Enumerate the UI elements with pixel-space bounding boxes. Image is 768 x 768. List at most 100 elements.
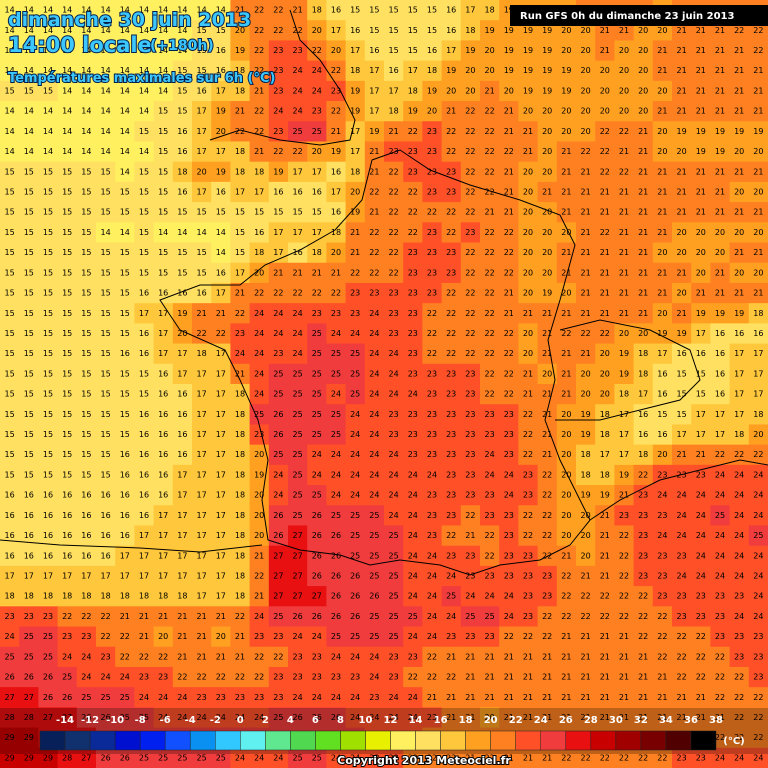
cell-value: 20 bbox=[600, 369, 610, 378]
cell-value: 21 bbox=[734, 248, 744, 257]
cell-value: 19 bbox=[696, 147, 706, 156]
cell-fill bbox=[326, 303, 347, 324]
cell-fill bbox=[652, 343, 673, 365]
cell-fill bbox=[652, 80, 673, 102]
cell-fill bbox=[153, 444, 174, 466]
cell-value: 17 bbox=[216, 592, 226, 601]
cell-value: 26 bbox=[312, 713, 322, 722]
cell-fill bbox=[460, 80, 481, 102]
cell-value: 26 bbox=[312, 551, 322, 560]
cell-value: 25 bbox=[350, 531, 360, 540]
cell-fill bbox=[499, 303, 519, 324]
cell-fill bbox=[57, 101, 78, 122]
cell-value: 17 bbox=[216, 289, 226, 298]
cell-fill bbox=[211, 282, 231, 304]
cell-value: 15 bbox=[43, 208, 53, 217]
cell-fill bbox=[345, 464, 366, 486]
cell-fill bbox=[76, 282, 97, 304]
cell-value: 18 bbox=[177, 592, 187, 601]
cell-value: 14 bbox=[139, 6, 149, 15]
cell-fill bbox=[115, 282, 135, 304]
cell-value: 21 bbox=[427, 693, 437, 702]
cell-fill bbox=[345, 80, 366, 102]
cell-fill bbox=[460, 101, 481, 122]
cell-value: 23 bbox=[408, 167, 418, 176]
swiss-border bbox=[555, 319, 701, 421]
cell-fill bbox=[710, 60, 731, 82]
cell-value: 14 bbox=[5, 147, 15, 156]
cell-fill bbox=[211, 444, 231, 466]
legend-label: 26 bbox=[559, 715, 573, 726]
cell-value: 24 bbox=[273, 107, 283, 116]
cell-fill bbox=[537, 404, 558, 425]
cell-fill bbox=[460, 222, 481, 244]
cell-value: 20 bbox=[696, 228, 706, 237]
cell-value: 24 bbox=[350, 491, 360, 500]
cell-value: 22 bbox=[177, 673, 187, 682]
cell-fill bbox=[326, 646, 347, 668]
cell-fill bbox=[576, 666, 596, 688]
cell-fill bbox=[633, 707, 654, 729]
cell-fill bbox=[556, 606, 577, 628]
cell-fill bbox=[537, 60, 558, 82]
cell-fill bbox=[710, 384, 731, 405]
cell-fill bbox=[576, 343, 596, 365]
cell-fill bbox=[172, 181, 193, 203]
cell-value: 22 bbox=[542, 470, 552, 479]
cell-value: 22 bbox=[408, 208, 418, 217]
cell-value: 21 bbox=[638, 147, 648, 156]
cell-fill bbox=[672, 545, 692, 567]
cell-fill bbox=[0, 747, 20, 768]
cell-value: 18 bbox=[485, 6, 495, 15]
cell-fill bbox=[441, 626, 462, 648]
cell-value: 15 bbox=[81, 228, 91, 237]
cell-fill bbox=[729, 222, 750, 244]
cell-fill bbox=[0, 384, 20, 405]
cell-value: 14 bbox=[5, 127, 15, 136]
cell-value: 24 bbox=[158, 693, 168, 702]
cell-fill bbox=[19, 0, 39, 21]
cell-value: 22 bbox=[465, 167, 475, 176]
cell-fill bbox=[672, 262, 692, 284]
cell-fill bbox=[441, 707, 462, 729]
cell-fill bbox=[19, 222, 39, 244]
cell-fill bbox=[422, 707, 443, 729]
cell-value: 14 bbox=[158, 26, 168, 35]
cell-value: 21 bbox=[657, 289, 667, 298]
cell-value: 23 bbox=[657, 470, 667, 479]
cell-value: 22 bbox=[81, 612, 91, 621]
cell-value: 22 bbox=[446, 753, 456, 762]
cell-fill bbox=[115, 687, 135, 708]
cell-fill bbox=[403, 202, 423, 223]
cell-fill bbox=[76, 545, 97, 567]
cell-value: 14 bbox=[24, 147, 34, 156]
cell-value: 17 bbox=[465, 6, 475, 15]
cell-fill bbox=[403, 343, 423, 365]
cell-value: 17 bbox=[216, 470, 226, 479]
cell-value: 16 bbox=[139, 289, 149, 298]
cell-value: 24 bbox=[350, 430, 360, 439]
cell-fill bbox=[76, 60, 97, 82]
cell-value: 26 bbox=[331, 592, 341, 601]
cell-fill bbox=[710, 80, 731, 102]
cell-fill bbox=[134, 707, 155, 729]
cell-fill bbox=[633, 505, 654, 526]
cell-value: 20 bbox=[638, 46, 648, 55]
cell-fill bbox=[326, 525, 347, 547]
cell-value: 21 bbox=[581, 188, 591, 197]
legend-swatch bbox=[540, 730, 567, 751]
cell-value: 24 bbox=[331, 450, 341, 459]
cell-value: 24 bbox=[657, 531, 667, 540]
cell-fill bbox=[364, 161, 385, 183]
cell-fill bbox=[307, 444, 327, 466]
cell-fill bbox=[460, 141, 481, 163]
cell-fill bbox=[38, 606, 59, 628]
cell-fill bbox=[192, 181, 212, 203]
cell-value: 15 bbox=[5, 188, 15, 197]
cell-fill bbox=[576, 202, 596, 223]
cell-fill bbox=[633, 121, 654, 142]
cell-fill bbox=[441, 80, 462, 102]
cell-fill bbox=[691, 404, 711, 425]
cell-fill bbox=[748, 40, 768, 62]
cell-value: 15 bbox=[81, 268, 91, 277]
